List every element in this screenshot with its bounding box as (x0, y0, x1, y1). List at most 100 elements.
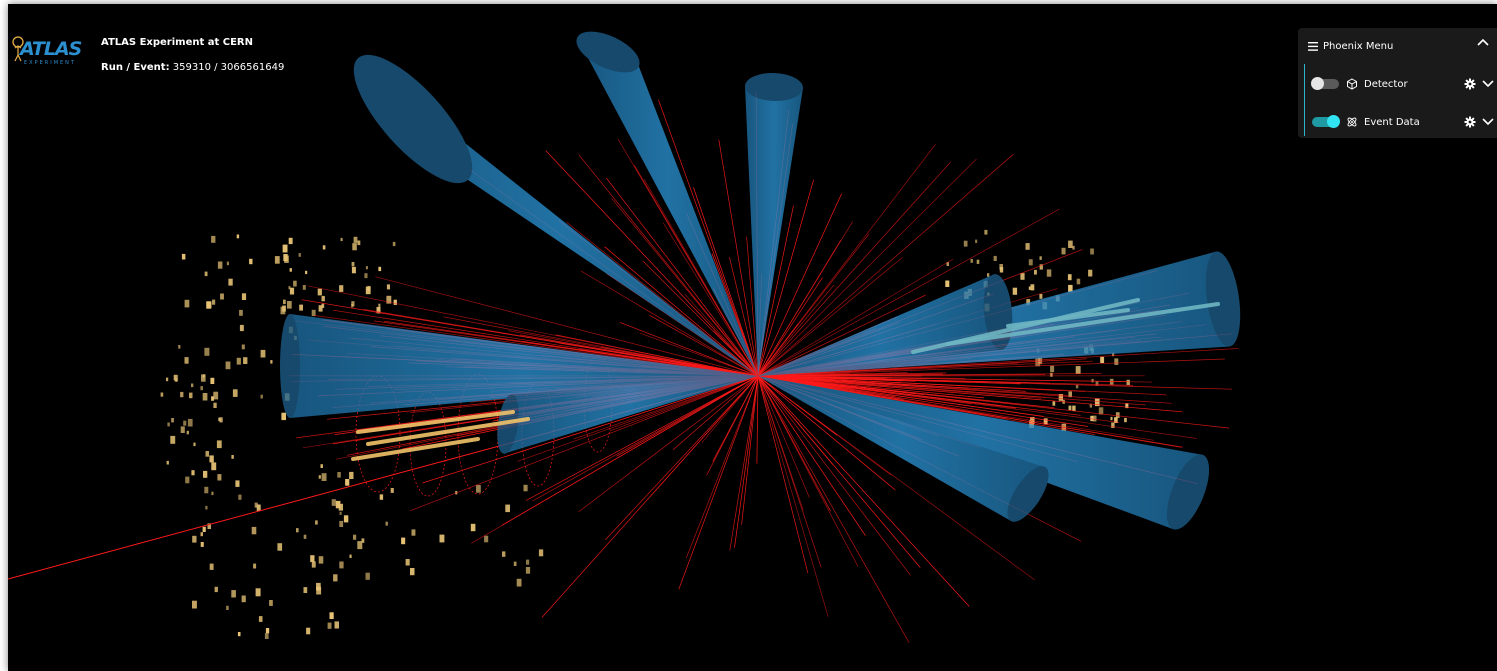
event-scene[interactable] (8, 4, 1497, 671)
phoenix-menu-header[interactable]: Phoenix Menu (1308, 38, 1493, 54)
calorimeter-hit (200, 386, 203, 391)
jet-cone (576, 31, 758, 376)
chevron-up-icon[interactable] (1477, 38, 1489, 46)
calorimeter-hit (265, 628, 270, 634)
particle-track (601, 347, 759, 377)
calorimeter-hit (288, 237, 293, 245)
particle-track (375, 276, 759, 377)
event-data-toggle[interactable] (1312, 115, 1340, 128)
calorimeter-hit (392, 241, 396, 247)
chevron-down-icon[interactable] (1482, 79, 1494, 89)
particle-track (678, 375, 759, 590)
calorimeter-hit (505, 504, 510, 513)
calorimeter-hit (513, 561, 517, 566)
calorimeter-hit (364, 273, 368, 279)
calorimeter-hit (470, 523, 476, 532)
calorimeter-hit (316, 582, 321, 591)
particle-track (580, 270, 759, 377)
calorimeter-hit (1061, 247, 1066, 255)
calorimeter-hit (538, 549, 544, 557)
menu-item-event-data[interactable]: Event Data (1312, 112, 1497, 132)
particle-track (757, 221, 853, 377)
calorimeter-hit (339, 285, 344, 292)
calorimeter-hit (318, 556, 324, 564)
calorimeter-hit (339, 561, 344, 569)
calorimeter-hit (226, 605, 229, 610)
calorimeter-hit (1090, 248, 1094, 255)
calorimeter-hit (516, 578, 522, 587)
calorimeter-hit (984, 229, 988, 235)
calorimeter-hit (175, 378, 178, 382)
gear-icon[interactable] (1464, 116, 1476, 128)
calorimeter-hit (204, 347, 210, 356)
particle-track (555, 334, 759, 377)
particle-track (757, 375, 892, 476)
particle-track (757, 375, 911, 576)
calorimeter-hit (200, 532, 203, 537)
particle-track (757, 375, 809, 573)
calorimeter-hit (303, 534, 307, 539)
calorimeter-hit (166, 377, 169, 382)
event-display-viewport[interactable]: ATLAS EXPERIMENT ATLAS Experiment at CER… (8, 4, 1497, 671)
calorimeter-hit (305, 270, 308, 275)
calorimeter-hit (228, 278, 233, 286)
calorimeter-hit (282, 305, 286, 312)
menu-tree-rail (1304, 64, 1305, 136)
particle-track (619, 322, 759, 377)
calorimeter-hit (296, 528, 299, 533)
calorimeter-hit (209, 563, 214, 570)
calorimeter-hit (213, 402, 217, 408)
calorimeter-hit (167, 422, 170, 427)
calorimeter-hit (1092, 415, 1097, 422)
particle-track (757, 375, 985, 416)
calorimeter-hit (318, 475, 321, 479)
calorimeter-hit (310, 555, 315, 563)
calorimeter-hit (1072, 405, 1076, 412)
atom-icon (1347, 117, 1357, 127)
menu-item-detector[interactable]: Detector (1311, 74, 1497, 94)
gear-icon[interactable] (1464, 78, 1476, 90)
particle-track (471, 375, 759, 544)
calorimeter-hit (183, 420, 187, 426)
calorimeter-hit (217, 261, 223, 269)
calorimeter-hit (1068, 405, 1072, 411)
particle-track (757, 375, 1183, 413)
calorimeter-hit (232, 389, 238, 397)
calorimeter-hit (303, 587, 308, 593)
particle-track (706, 375, 759, 476)
calorimeter-hit (236, 234, 240, 239)
particle-track (757, 375, 1016, 409)
calorimeter-hit (1114, 417, 1118, 423)
atlas-logo: ATLAS EXPERIMENT (10, 34, 88, 70)
particle-track (633, 165, 759, 377)
phoenix-menu: Phoenix Menu Detector (1298, 28, 1497, 138)
calorimeter-hit (216, 440, 222, 449)
calorimeter-hit (204, 271, 208, 277)
calorimeter-hit (349, 471, 354, 479)
calorimeter-hit (211, 462, 217, 471)
calorimeter-hit (390, 488, 394, 493)
calorimeter-hit (1075, 366, 1081, 374)
particle-track (757, 375, 834, 466)
calorimeter-hit (320, 464, 323, 468)
calorimeter-hit (322, 245, 326, 250)
calorimeter-hit (1088, 269, 1093, 277)
detector-toggle[interactable] (1311, 77, 1339, 90)
calorimeter-hit (1029, 420, 1034, 428)
calorimeter-hit (238, 494, 242, 500)
calorimeter-hit (1091, 378, 1094, 383)
calorimeter-hit (525, 567, 531, 574)
calorimeter-hit (193, 442, 196, 447)
calorimeter-hit (253, 563, 257, 569)
calorimeter-hit (361, 538, 365, 543)
particle-track (573, 375, 759, 440)
calorimeter-hit (338, 503, 343, 511)
calorimeter-hit (213, 391, 219, 400)
calorimeter-hit (1124, 417, 1127, 423)
particle-track (757, 375, 822, 568)
calorimeter-hit (378, 266, 382, 272)
particle-track (757, 277, 823, 377)
chevron-down-icon[interactable] (1482, 117, 1494, 127)
calorimeter-hit (331, 499, 336, 506)
calorimeter-hit (202, 526, 206, 532)
